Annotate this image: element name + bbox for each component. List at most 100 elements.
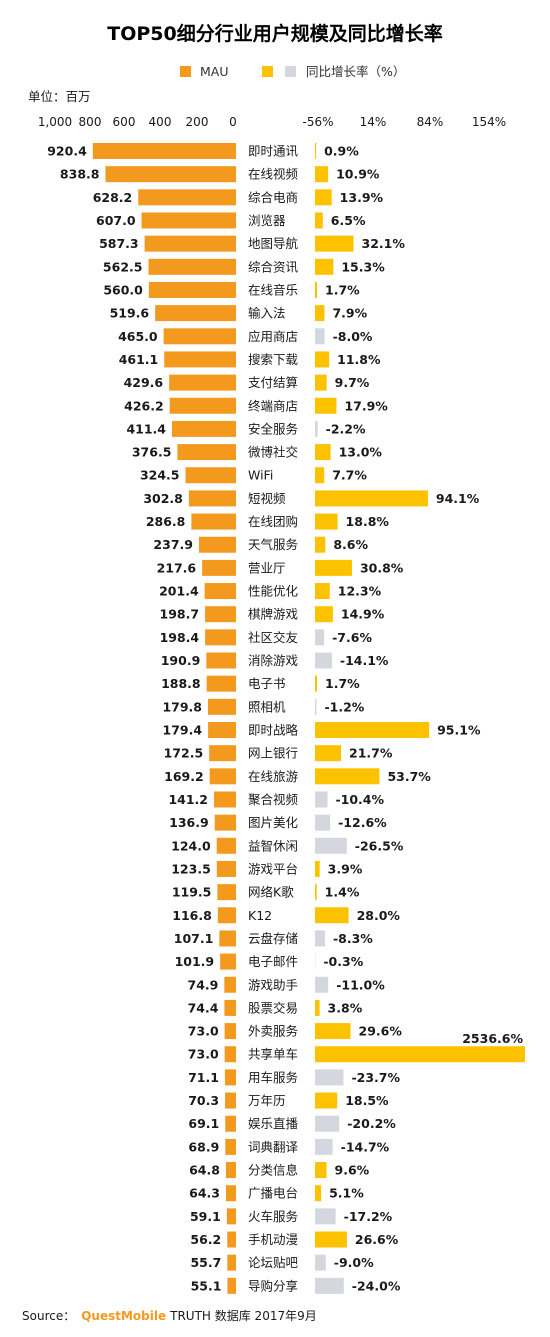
chart-row: 429.6 支付结算 9.7% <box>124 374 370 391</box>
category-label: 益智休闲 <box>248 838 298 853</box>
growth-bar <box>315 930 325 947</box>
category-label: 广播电台 <box>248 1186 298 1201</box>
category-label: 外卖服务 <box>248 1024 298 1039</box>
growth-bar <box>315 444 331 461</box>
chart-row: 179.8 照相机 -1.2% <box>162 698 365 715</box>
mau-value-label: 237.9 <box>153 537 193 552</box>
chart-row: 217.6 营业厅 30.8% <box>157 559 404 576</box>
mau-value-label: 141.2 <box>168 792 208 807</box>
legend: MAU 同比增长率（%） <box>180 64 405 79</box>
mau-bar <box>224 1023 236 1040</box>
chart-row: 461.1 搜索下载 11.8% <box>119 351 381 368</box>
growth-bar <box>315 1162 327 1179</box>
mau-value-label: 198.4 <box>160 630 200 645</box>
growth-value-label: -20.2% <box>347 1116 396 1131</box>
growth-value-label: 13.0% <box>339 445 383 460</box>
mau-value-label: 201.4 <box>159 584 199 599</box>
mau-bar <box>148 258 236 275</box>
category-label: 图片美化 <box>248 815 299 830</box>
chart-row: 465.0 应用商店 -8.0% <box>118 328 373 345</box>
chart-row: 628.2 综合电商 13.9% <box>93 189 384 206</box>
category-label: WiFi <box>248 468 273 483</box>
growth-bar <box>315 583 330 600</box>
chart-row: 74.4 股票交易 3.8% <box>188 999 363 1016</box>
chart-row: 920.4 即时通讯 0.9% <box>47 143 359 159</box>
category-label: 手机动漫 <box>248 1232 298 1247</box>
growth-value-label: 6.5% <box>331 213 366 228</box>
growth-bar <box>315 884 317 901</box>
category-label: 棋牌游戏 <box>248 607 298 622</box>
category-label: 聚合视频 <box>248 792 299 807</box>
growth-bar <box>315 258 334 275</box>
mau-bar <box>225 1092 236 1109</box>
growth-bar <box>315 1092 338 1109</box>
chart-row: 188.8 电子书 1.7% <box>161 675 360 692</box>
growth-bar <box>315 420 318 437</box>
growth-axis-tick: 154% <box>472 115 506 129</box>
mau-bar <box>216 837 236 854</box>
mau-value-label: 465.0 <box>118 329 158 344</box>
mau-value-label: 429.6 <box>124 375 164 390</box>
chart-row: 55.7 论坛贴吧 -9.0% <box>190 1254 374 1271</box>
growth-bar <box>315 281 318 298</box>
growth-bar <box>315 513 338 530</box>
growth-bar <box>315 467 325 484</box>
source-prefix: Source： <box>22 1309 75 1323</box>
growth-bar <box>315 559 352 576</box>
growth-value-label: -11.0% <box>336 977 385 992</box>
category-label: 在线团购 <box>248 514 298 529</box>
source-line: Source： QuestMobile TRUTH 数据库 2017年9月 <box>22 1308 317 1323</box>
mau-bar <box>219 930 236 947</box>
mau-bar <box>225 1138 236 1155</box>
growth-value-label: -14.7% <box>341 1139 390 1154</box>
chart-row: 426.2 终端商店 17.9% <box>124 397 388 414</box>
growth-bar <box>315 1208 336 1225</box>
category-label: 照相机 <box>248 699 286 714</box>
growth-bar <box>315 490 428 507</box>
category-label: 支付结算 <box>248 375 298 390</box>
growth-axis-tick: 84% <box>417 115 444 129</box>
growth-bar <box>315 1231 347 1248</box>
growth-bar <box>315 698 317 715</box>
legend-growth-negative-swatch <box>285 66 296 77</box>
mau-bar <box>224 1046 236 1063</box>
category-label: 性能优化 <box>248 584 299 599</box>
mau-bar <box>202 559 236 576</box>
growth-bar <box>315 1277 344 1294</box>
chart-row: 198.7 棋牌游戏 14.9% <box>160 606 385 623</box>
mau-bar <box>198 536 236 553</box>
chart-row: 70.3 万年历 18.5% <box>188 1092 389 1109</box>
growth-axis: -56% 14% 84% 154% <box>302 115 506 129</box>
growth-bar <box>315 397 337 414</box>
growth-value-label: 5.1% <box>329 1186 364 1201</box>
growth-value-label: -10.4% <box>335 792 384 807</box>
growth-bar <box>315 1069 344 1086</box>
growth-value-label: 94.1% <box>436 491 480 506</box>
category-label: 娱乐直播 <box>248 1116 299 1131</box>
mau-value-label: 179.8 <box>162 699 202 714</box>
mau-bar <box>163 328 236 345</box>
chart-rows: 920.4 即时通讯 0.9% 838.8 在线视频 10.9% 628.2 综合电商 13.9… <box>47 143 525 1294</box>
chart-row: 116.8 K12 28.0% <box>172 907 400 924</box>
mau-bar <box>214 791 236 808</box>
chart-row: 324.5 WiFi 7.7% <box>140 467 367 484</box>
category-label: 云盘存储 <box>248 931 298 946</box>
mau-bar <box>169 374 236 391</box>
mau-value-label: 64.3 <box>189 1186 220 1201</box>
mau-value-label: 169.2 <box>164 769 204 784</box>
mau-bar <box>148 281 236 298</box>
growth-value-label: 14.9% <box>341 607 385 622</box>
mau-value-label: 101.9 <box>175 954 215 969</box>
mau-value-label: 74.4 <box>188 1000 219 1015</box>
category-label: 天气服务 <box>248 537 298 552</box>
growth-bar <box>315 791 328 808</box>
category-label: 地图导航 <box>248 236 299 251</box>
mau-bar <box>105 166 236 183</box>
growth-value-label: 2536.6% <box>462 1031 523 1046</box>
mau-value-label: 376.5 <box>132 445 172 460</box>
category-label: 游戏平台 <box>248 861 298 876</box>
mau-axis-tick: 200 <box>186 115 209 129</box>
chart-row: 55.1 导购分享 -24.0% <box>191 1277 401 1294</box>
growth-value-label: 1.4% <box>325 885 360 900</box>
growth-bar <box>315 745 342 762</box>
